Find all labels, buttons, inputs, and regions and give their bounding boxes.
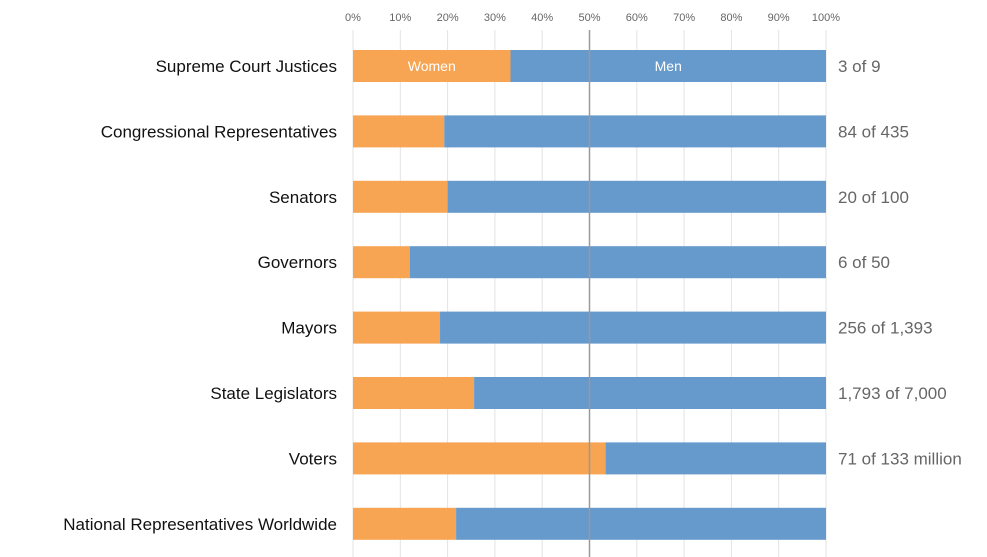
x-tick-label: 60% — [626, 12, 648, 24]
bar-men — [474, 377, 826, 409]
count-label: 6 of 50 — [838, 253, 890, 272]
category-labels: Supreme Court Justices Congressional Repr… — [63, 57, 337, 534]
bar-men — [444, 115, 826, 148]
series-label: Women — [408, 58, 456, 74]
x-tick-label: 90% — [768, 12, 790, 24]
bar-women — [353, 50, 511, 82]
bar-women — [353, 180, 448, 213]
x-tick-label: 30% — [484, 12, 506, 24]
bar-women — [353, 311, 441, 344]
bar-women — [353, 246, 410, 279]
x-tick-label: 10% — [389, 12, 411, 24]
count-label: 1,793 of 7,000 — [838, 384, 947, 403]
bar-women — [353, 115, 445, 148]
x-tick-label: 100% — [812, 12, 840, 24]
count-label: 84 of 435 — [838, 122, 909, 141]
count-label: 71 of 133 million — [838, 449, 962, 468]
category-label: Supreme Court Justices — [156, 57, 337, 76]
bar-men — [440, 311, 826, 344]
bar-men — [456, 507, 826, 540]
x-tick-label: 0% — [345, 12, 361, 24]
category-label: Voters — [289, 449, 337, 468]
category-label: National Representatives Worldwide — [63, 515, 337, 534]
count-label: 256 of 1,393 — [838, 319, 933, 338]
bars: Women Men — [353, 50, 826, 540]
x-tick-label: 70% — [673, 12, 695, 24]
series-label: Men — [655, 58, 682, 74]
bar-women — [353, 507, 457, 540]
bar-women — [353, 377, 475, 409]
bar-women — [353, 442, 606, 475]
bar-men — [605, 442, 826, 475]
category-label: Mayors — [281, 319, 337, 338]
bar-men — [510, 50, 826, 82]
x-tick-label: 50% — [578, 12, 600, 24]
x-axis-ticks: 0% 10% 20% 30% 40% 50% 60% 70% 80% 90% 100% — [345, 12, 840, 24]
bar-men — [447, 180, 826, 213]
x-tick-label: 80% — [720, 12, 742, 24]
count-label: 3 of 9 — [838, 57, 881, 76]
count-labels: 3 of 9 84 of 435 20 of 100 6 of 50 256 of 1,… — [838, 57, 962, 468]
x-tick-label: 40% — [531, 12, 553, 24]
count-label: 20 of 100 — [838, 188, 909, 207]
category-label: Governors — [258, 253, 337, 272]
bar-men — [409, 246, 826, 279]
category-label: State Legislators — [210, 384, 337, 403]
category-label: Senators — [269, 188, 337, 207]
x-tick-label: 20% — [437, 12, 459, 24]
category-label: Congressional Representatives — [101, 122, 337, 141]
